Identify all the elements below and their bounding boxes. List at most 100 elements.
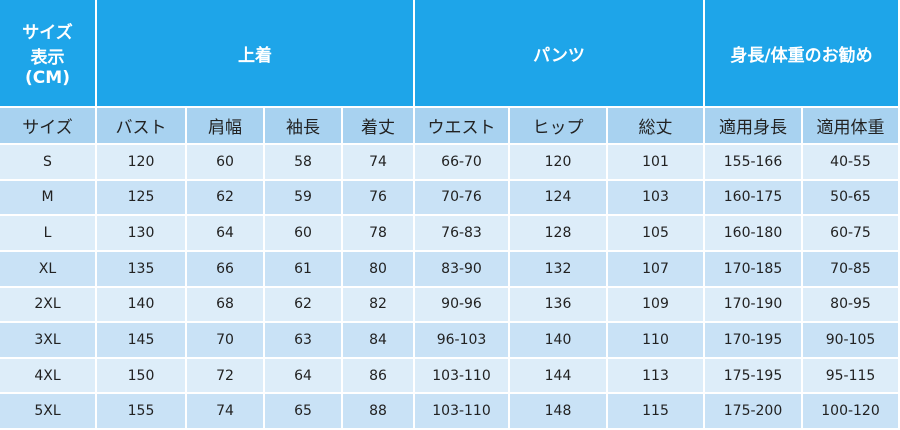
cell-text: 135 [127, 260, 155, 277]
table-cell: 88 [343, 394, 415, 430]
table-cell: 125 [97, 180, 187, 217]
cell-text: 66-70 [441, 153, 482, 170]
cell-text: 110 [642, 331, 669, 348]
table-cell: 136 [510, 287, 608, 324]
cell-text: 160-180 [723, 225, 783, 242]
table-cell: 66 [187, 251, 265, 288]
cell-text: 66 [216, 260, 234, 277]
cell-text: 60-75 [830, 225, 871, 242]
cell-text: 適用身長 [719, 118, 787, 138]
table-cell: 68 [187, 287, 265, 324]
table-cell: 144 [510, 358, 608, 395]
table-cell: 58 [265, 145, 343, 181]
table-cell: 59 [265, 180, 343, 217]
table-cell: 103-110 [415, 394, 510, 430]
cell-text: 82 [369, 296, 387, 313]
table-cell: 120 [510, 145, 608, 181]
table-cell: 170-195 [705, 323, 803, 359]
table-cell: 76 [343, 180, 415, 217]
cell-text: XL [38, 260, 57, 277]
cell-text: 3XL [34, 331, 61, 348]
cell-text: 74 [369, 153, 387, 170]
corner-header: サイズ 表示 (CM) [0, 0, 97, 108]
cell-text: 148 [544, 403, 572, 420]
cell-text: 76 [369, 189, 387, 206]
table-cell: 109 [608, 287, 705, 324]
cell-text: 100-120 [821, 403, 880, 420]
cell-text: 170-185 [723, 260, 783, 277]
column-header: 総丈 [608, 108, 705, 145]
table-cell: 132 [510, 251, 608, 288]
cell-text: 132 [544, 260, 572, 277]
table-cell: 90-105 [803, 323, 900, 359]
table-cell: 76-83 [415, 216, 510, 252]
cell-text: 136 [544, 296, 572, 313]
cell-text: 103-110 [432, 367, 491, 384]
table-cell: 101 [608, 145, 705, 181]
table-cell: 62 [265, 287, 343, 324]
table-cell: 140 [510, 323, 608, 359]
table-cell: 160-175 [705, 180, 803, 217]
table-cell: 110 [608, 323, 705, 359]
column-header: 袖長 [265, 108, 343, 145]
table-cell: 86 [343, 358, 415, 395]
table-cell: 115 [608, 394, 705, 430]
table-cell: 120 [97, 145, 187, 181]
cell-text: 肩幅 [208, 118, 242, 138]
table-cell: 60 [265, 216, 343, 252]
cell-text: 68 [216, 296, 234, 313]
cell-text: 140 [544, 331, 572, 348]
table-cell: 140 [97, 287, 187, 324]
column-header: サイズ [0, 108, 97, 145]
table-cell: 80 [343, 251, 415, 288]
cell-text: 64 [216, 225, 234, 242]
cell-text: 145 [127, 331, 155, 348]
cell-text: 身長/体重のお勧め [730, 45, 873, 66]
table-cell: 70 [187, 323, 265, 359]
table-cell: 105 [608, 216, 705, 252]
cell-text: 175-200 [723, 403, 783, 420]
cell-text: 63 [294, 331, 312, 348]
cell-text: 155 [127, 403, 155, 420]
table-cell: 113 [608, 358, 705, 395]
table-cell: 64 [265, 358, 343, 395]
cell-text: 140 [127, 296, 155, 313]
cell-text: 96-103 [436, 331, 487, 348]
table-cell: M [0, 180, 97, 217]
table-cell: 124 [510, 180, 608, 217]
cell-text: 適用体重 [816, 118, 885, 138]
table-cell: 60-75 [803, 216, 900, 252]
cell-text: 62 [216, 189, 234, 206]
cell-text: 64 [294, 367, 312, 384]
cell-text: 70-76 [441, 189, 482, 206]
table-cell: 2XL [0, 287, 97, 324]
cell-text: 103 [642, 189, 669, 206]
table-cell: 50-65 [803, 180, 900, 217]
cell-text: 78 [369, 225, 387, 242]
table-cell: 70-76 [415, 180, 510, 217]
table-cell: 82 [343, 287, 415, 324]
table-cell: 150 [97, 358, 187, 395]
table-cell: 3XL [0, 323, 97, 359]
table-cell: 74 [343, 145, 415, 181]
table-cell: 65 [265, 394, 343, 430]
table-cell: 90-96 [415, 287, 510, 324]
cell-text: パンツ [533, 45, 585, 66]
cell-text: L [43, 225, 52, 242]
table-cell: 72 [187, 358, 265, 395]
table-cell: 70-85 [803, 251, 900, 288]
table-cell: 40-55 [803, 145, 900, 181]
cell-text: S [43, 153, 52, 170]
table-cell: 145 [97, 323, 187, 359]
table-cell: 95-115 [803, 358, 900, 395]
group-header: 上着 [97, 0, 415, 108]
cell-text: 115 [642, 403, 669, 420]
column-header: 肩幅 [187, 108, 265, 145]
group-header: 身長/体重のお勧め [705, 0, 900, 108]
table-cell: 135 [97, 251, 187, 288]
cell-text: (CM) [25, 68, 70, 88]
column-header: 適用身長 [705, 108, 803, 145]
cell-text: 84 [369, 331, 387, 348]
table-cell: 175-195 [705, 358, 803, 395]
cell-text: 61 [294, 260, 312, 277]
